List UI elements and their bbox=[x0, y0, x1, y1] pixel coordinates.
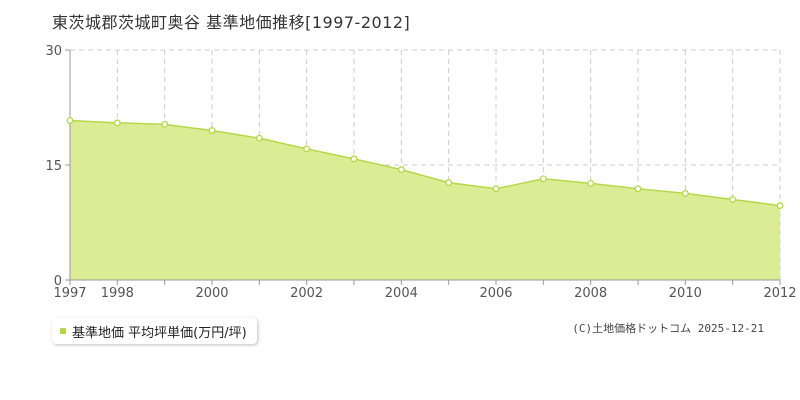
series-area bbox=[70, 120, 780, 281]
data-point bbox=[161, 120, 169, 128]
x-tick-label: 2004 bbox=[385, 286, 418, 301]
chart-title: 東茨城郡茨城町奥谷 基準地価推移[1997-2012] bbox=[52, 13, 411, 32]
data-point bbox=[445, 179, 453, 187]
data-point bbox=[66, 117, 74, 124]
data-point bbox=[634, 185, 642, 193]
x-tick-label: 2008 bbox=[574, 286, 607, 301]
x-tick-label: 2012 bbox=[763, 286, 796, 301]
data-point bbox=[681, 189, 689, 197]
y-tick-label: 30 bbox=[45, 44, 62, 59]
legend-swatch bbox=[60, 328, 66, 334]
x-tick-label: 2002 bbox=[290, 286, 323, 301]
x-tick-label: 2010 bbox=[669, 286, 702, 301]
legend: 基準地価 平均坪単価(万円/坪) bbox=[52, 318, 257, 344]
data-point bbox=[397, 166, 405, 174]
data-point bbox=[539, 175, 547, 183]
y-tick-label: 15 bbox=[45, 159, 62, 174]
data-point bbox=[776, 202, 784, 210]
series-line bbox=[69, 119, 781, 207]
x-tick-label: 1997 bbox=[53, 286, 86, 301]
data-point bbox=[729, 196, 737, 203]
data-point bbox=[303, 145, 311, 153]
y-tick-label: 0 bbox=[54, 274, 62, 289]
x-tick-label: 1998 bbox=[101, 286, 134, 301]
x-tick-label: 2006 bbox=[479, 286, 512, 301]
data-point bbox=[113, 119, 121, 127]
data-point bbox=[208, 127, 216, 134]
data-point bbox=[255, 134, 263, 142]
data-point bbox=[350, 155, 358, 163]
x-tick-label: 2000 bbox=[195, 286, 228, 301]
legend-label: 基準地価 平均坪単価(万円/坪) bbox=[72, 325, 247, 341]
data-point bbox=[492, 185, 500, 193]
data-point bbox=[587, 179, 595, 187]
copyright: (C)土地価格ドットコム 2025-12-21 bbox=[572, 322, 764, 335]
